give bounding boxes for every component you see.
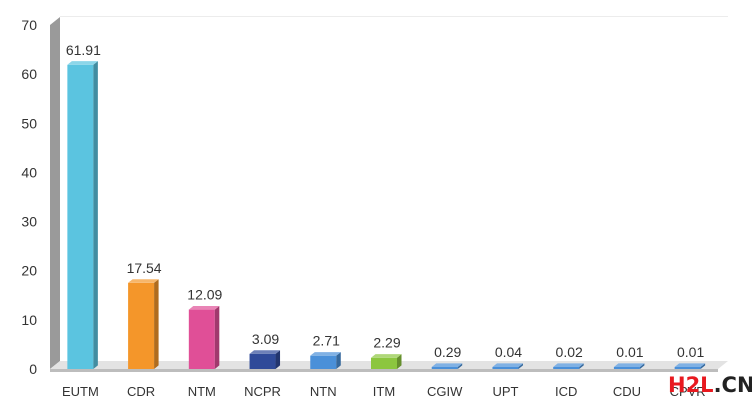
bar-top bbox=[431, 363, 463, 367]
y-tick-label: 60 bbox=[21, 66, 37, 82]
bar-side bbox=[457, 363, 463, 369]
x-tick-label: NTN bbox=[310, 384, 337, 399]
y-tick-label: 50 bbox=[21, 115, 37, 131]
data-label: 0.01 bbox=[677, 344, 704, 360]
data-label: 61.91 bbox=[66, 42, 101, 58]
bar-front bbox=[249, 353, 276, 369]
left-wall bbox=[50, 17, 60, 369]
data-labels: 61.91 17.54 12.09 3.09 2.71 2.29 0.29 0.04 0.02 0… bbox=[66, 42, 705, 360]
x-axis-labels: EUTM CDR NTM NCPR NTN ITM CGIW UPT ICD CDU CPVR bbox=[62, 384, 706, 399]
bar-side bbox=[93, 61, 98, 370]
data-label: 0.02 bbox=[556, 344, 583, 360]
x-tick-label: CPVR bbox=[670, 384, 706, 399]
x-tick-label: CDU bbox=[613, 384, 641, 399]
chart-walls bbox=[50, 17, 728, 372]
data-label: 3.09 bbox=[252, 331, 279, 347]
bar bbox=[613, 363, 645, 369]
bar-side bbox=[275, 350, 281, 369]
x-tick-label: CGIW bbox=[427, 384, 463, 399]
data-label: 12.09 bbox=[187, 287, 222, 303]
bar-side bbox=[336, 352, 341, 369]
x-tick-label: NCPR bbox=[244, 384, 281, 399]
bar-side bbox=[214, 305, 220, 369]
data-label: 0.01 bbox=[616, 344, 643, 360]
x-tick-label: EUTM bbox=[62, 384, 99, 399]
watermark-part-2: .CN bbox=[714, 373, 752, 397]
bar-side bbox=[579, 363, 584, 369]
bar-front bbox=[492, 367, 519, 369]
x-tick-label: UPT bbox=[492, 384, 518, 399]
floor-edge bbox=[50, 369, 718, 372]
x-tick-label: CDR bbox=[127, 384, 155, 399]
bar-side bbox=[397, 354, 402, 369]
x-tick-label: ICD bbox=[555, 384, 577, 399]
bar-top bbox=[310, 352, 341, 356]
bar bbox=[128, 279, 159, 369]
y-tick-label: 0 bbox=[29, 361, 37, 377]
bar-top bbox=[492, 363, 523, 367]
data-label: 0.29 bbox=[434, 344, 461, 360]
bar-top bbox=[674, 363, 706, 367]
bar-top bbox=[249, 350, 281, 354]
bar bbox=[188, 305, 220, 369]
bar-front bbox=[553, 367, 580, 369]
bar-front bbox=[188, 309, 215, 369]
bar bbox=[371, 354, 402, 369]
y-tick-label: 10 bbox=[21, 312, 37, 328]
bar bbox=[310, 352, 341, 369]
bar-top bbox=[371, 354, 402, 358]
watermark-part-1: H2L bbox=[668, 373, 714, 397]
bar-front bbox=[431, 367, 458, 369]
bar-side bbox=[154, 279, 159, 369]
bar-top bbox=[613, 363, 645, 367]
bar-top bbox=[67, 61, 98, 65]
bar-top bbox=[188, 305, 220, 310]
y-tick-label: 30 bbox=[21, 214, 37, 230]
bar bbox=[67, 61, 98, 370]
bar-front bbox=[371, 357, 397, 369]
bar-side bbox=[700, 363, 706, 369]
x-tick-label: ITM bbox=[373, 384, 395, 399]
bar bbox=[492, 363, 523, 369]
bar bbox=[674, 363, 706, 369]
bar bbox=[553, 363, 584, 369]
y-tick-label: 20 bbox=[21, 263, 37, 279]
data-label: 2.71 bbox=[313, 333, 340, 349]
bar-front bbox=[67, 64, 94, 370]
bar-front bbox=[613, 367, 640, 369]
data-label: 0.04 bbox=[495, 344, 522, 360]
bar-front bbox=[128, 282, 155, 369]
bar-front bbox=[674, 367, 701, 369]
bar-front bbox=[310, 355, 337, 369]
data-label: 2.29 bbox=[373, 335, 400, 351]
bars bbox=[67, 61, 706, 370]
bar-top bbox=[553, 363, 584, 367]
y-axis-ticks: 0 10 20 30 40 50 60 70 bbox=[21, 17, 37, 377]
data-label: 17.54 bbox=[127, 260, 162, 276]
y-tick-label: 40 bbox=[21, 164, 37, 180]
bar bbox=[249, 350, 281, 369]
bar-top bbox=[128, 279, 159, 283]
bar-side bbox=[518, 363, 523, 369]
bar-side bbox=[639, 363, 645, 369]
watermark-logo: H2L.CN bbox=[668, 373, 752, 397]
back-wall bbox=[60, 17, 728, 361]
bar bbox=[431, 363, 463, 369]
x-tick-label: NTM bbox=[188, 384, 216, 399]
y-tick-label: 70 bbox=[21, 17, 37, 33]
